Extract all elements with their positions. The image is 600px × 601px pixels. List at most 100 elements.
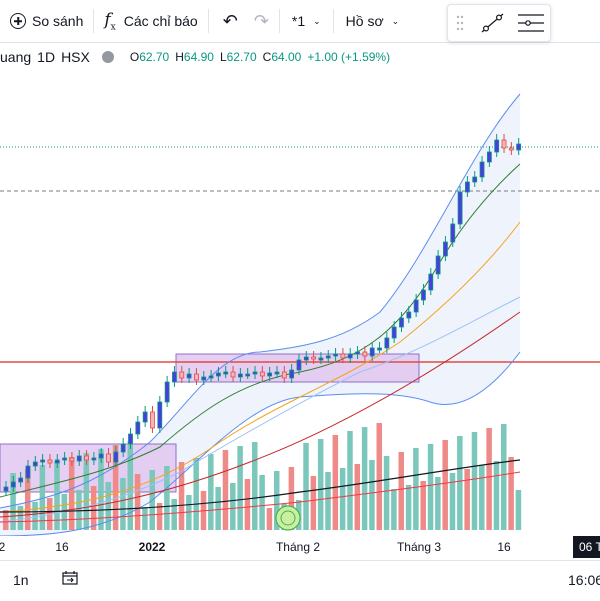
volume-bar — [193, 458, 199, 530]
candle-body — [62, 457, 67, 461]
candle-body — [428, 273, 434, 291]
volume-bar — [325, 472, 331, 530]
bollinger-lower-line — [0, 351, 521, 536]
symbol-exchange: HSX — [61, 49, 90, 65]
volume-bar — [413, 448, 419, 530]
volume-bar — [317, 439, 324, 530]
volume-bar — [171, 499, 177, 530]
redo-button[interactable]: ↷ — [246, 0, 279, 42]
volume-bar — [501, 424, 507, 530]
indicators-label: Các chỉ báo — [123, 13, 198, 29]
calendar-goto-icon[interactable] — [62, 571, 78, 585]
close-value: 64.00 — [271, 50, 302, 64]
x-tick-label: 2022 — [138, 540, 166, 554]
volume-bar — [54, 461, 60, 530]
volume-bar — [252, 442, 258, 530]
candle-body — [186, 373, 192, 379]
candle-body — [10, 481, 16, 488]
multiplier-dropdown[interactable]: *1 ⌄ — [280, 0, 333, 42]
volume-bar — [222, 450, 229, 530]
volume-bar — [68, 457, 75, 530]
price-chart[interactable] — [0, 42, 600, 536]
volume-bar — [493, 461, 500, 530]
candle-body — [135, 421, 141, 435]
candle-body — [128, 433, 133, 445]
time-axis[interactable]: 2 16 2022 Tháng 2 Tháng 3 16 — [0, 536, 570, 558]
symbol-name[interactable]: uang — [0, 49, 32, 65]
candle-body — [201, 376, 207, 381]
volume-bar — [156, 503, 163, 530]
volume-bar — [339, 468, 346, 530]
chevron-down-icon: ⌄ — [391, 15, 400, 26]
candle-body — [486, 151, 492, 163]
x-tick-label: Tháng 3 — [396, 540, 442, 554]
volume-ma-line — [0, 459, 521, 513]
volume-bar — [127, 441, 134, 530]
candle-body — [516, 143, 522, 151]
toolbar-divider — [93, 9, 95, 33]
compare-button[interactable]: So sánh — [0, 0, 93, 42]
toolbar-divider — [332, 9, 334, 33]
drawing-toolbar — [447, 4, 551, 42]
bottom-toolbar: 1n 16:06 — [0, 560, 600, 601]
volume-bar — [10, 473, 16, 530]
candle-body — [443, 241, 448, 257]
candle-body — [54, 459, 60, 464]
volume-bar — [376, 423, 383, 530]
volume-bar — [405, 485, 412, 530]
candle-body — [98, 453, 104, 459]
candle-body — [281, 371, 287, 379]
candle-body — [106, 453, 111, 463]
candle-body — [274, 371, 280, 375]
candle-body — [465, 181, 470, 193]
chevron-down-icon: ⌄ — [313, 15, 321, 26]
volume-bar — [420, 481, 426, 530]
volume-bar — [83, 453, 90, 530]
candle-body — [406, 311, 412, 319]
candle-body — [3, 486, 9, 492]
candle-body — [120, 443, 126, 453]
volume-bar — [105, 482, 112, 530]
profile-label: Hồ sơ — [345, 13, 384, 29]
candle-body — [157, 401, 163, 429]
volume-bar — [427, 444, 434, 530]
volume-bar — [435, 477, 441, 530]
eye-icon[interactable] — [101, 51, 114, 63]
volume-bar — [266, 508, 273, 530]
undo-button[interactable]: ↶ — [209, 0, 246, 42]
range-button[interactable]: 1n — [13, 572, 29, 588]
candle-body — [311, 356, 317, 360]
volume-bar — [39, 465, 46, 530]
change-value: +1.00 (+1.59%) — [307, 50, 391, 64]
fx-icon: fx — [104, 9, 116, 33]
candle-body — [325, 355, 331, 359]
profile-dropdown[interactable]: Hồ sơ ⌄ — [334, 0, 412, 42]
indicators-button[interactable]: fx Các chỉ báo — [94, 0, 207, 42]
clock-display: 16:06 — [568, 572, 600, 588]
volume-bar — [112, 445, 119, 530]
candle-body — [501, 139, 507, 149]
candle-body — [303, 356, 309, 361]
candle-body — [421, 289, 426, 301]
volume-ma-red-line — [0, 471, 521, 523]
candle-body — [113, 451, 119, 463]
volume-bar — [244, 479, 251, 530]
volume-bar — [164, 466, 170, 530]
candle-body — [76, 455, 82, 462]
volume-bar — [310, 476, 317, 530]
volume-bar — [332, 435, 339, 530]
symbol-interval[interactable]: 1D — [37, 49, 56, 65]
volume-bar — [369, 460, 375, 530]
candle-body — [223, 371, 229, 375]
candle-body — [399, 317, 404, 328]
bollinger-upper-line — [0, 93, 521, 509]
volume-bar — [303, 443, 309, 530]
low-value: 62.70 — [226, 50, 257, 64]
volume-bar — [17, 506, 24, 530]
volume-bar — [3, 510, 9, 530]
add-compare-icon — [10, 13, 26, 29]
candle-body — [340, 353, 346, 359]
candle-body — [179, 371, 185, 379]
x-tick-label: 16 — [55, 540, 69, 554]
candle-body — [384, 337, 390, 349]
